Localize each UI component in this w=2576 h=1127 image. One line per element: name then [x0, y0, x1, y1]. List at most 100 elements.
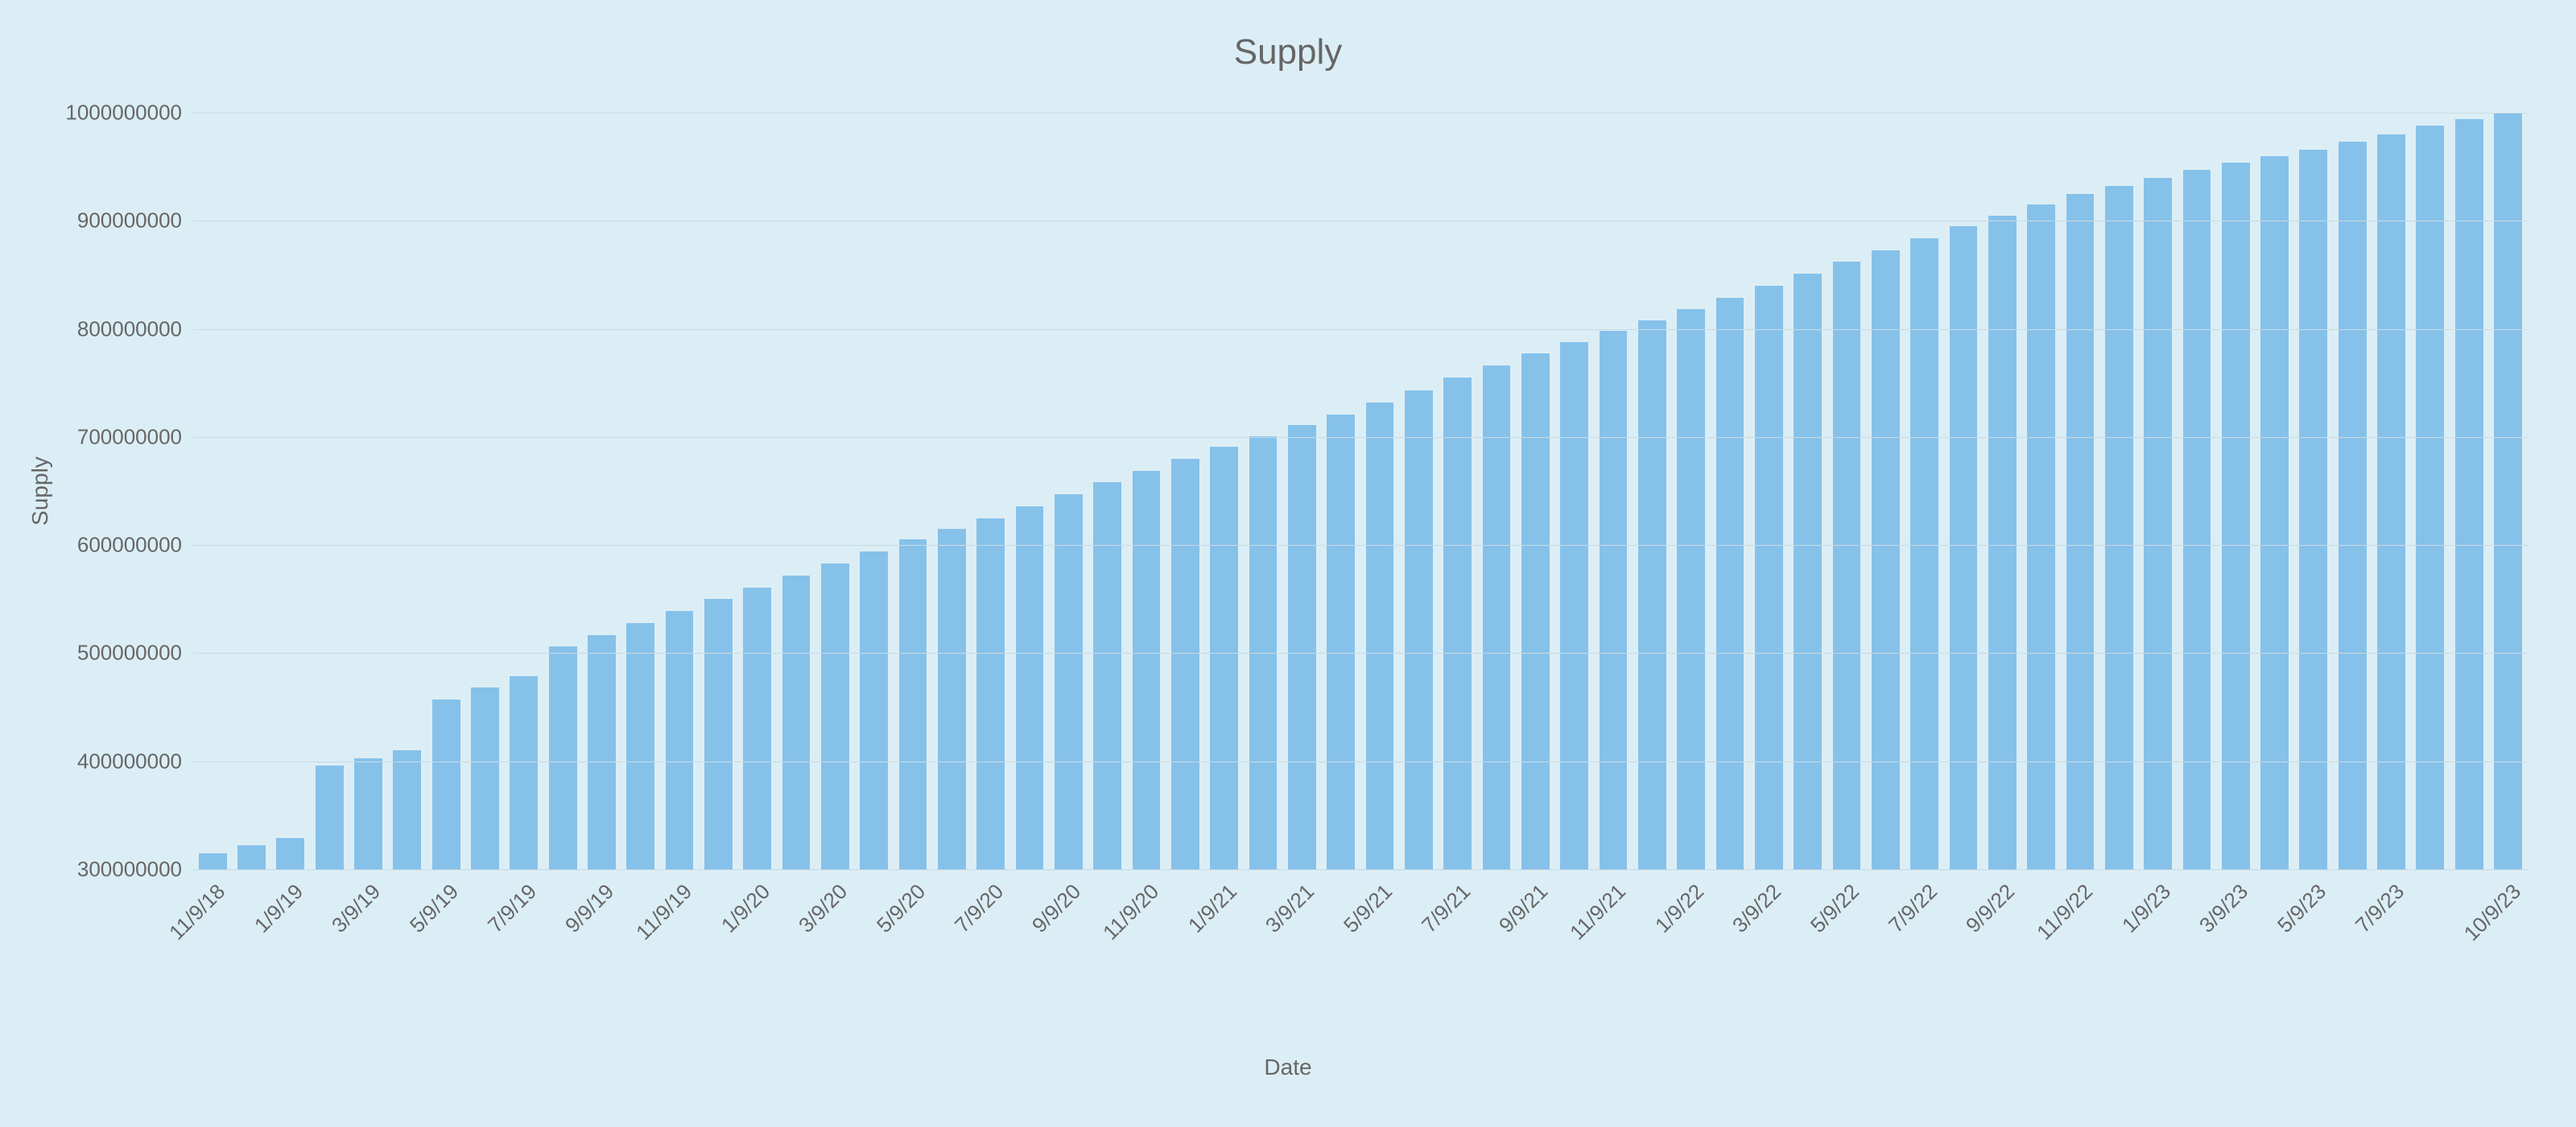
bar: [1288, 425, 1316, 869]
bar-slot: 4/9/23: [2255, 113, 2293, 869]
bar-slot: 4/9/22: [1788, 113, 1827, 869]
bar-slot: 8/9/21: [1477, 113, 1516, 869]
bar-slot: 5/9/19: [427, 113, 465, 869]
y-axis-label: Supply: [27, 456, 53, 526]
bar-slot: 8/9/23: [2411, 113, 2450, 869]
bar: [1327, 415, 1355, 869]
x-tick-label: 11/9/19: [631, 879, 697, 945]
x-tick-label: 7/9/23: [2350, 879, 2409, 938]
bar: [1560, 342, 1588, 869]
x-tick-label: 3/9/20: [794, 879, 852, 938]
bar: [432, 700, 460, 869]
x-tick-label: 3/9/21: [1261, 879, 1319, 938]
bar-slot: 3/9/21: [1282, 113, 1321, 869]
bar: [2260, 156, 2289, 869]
x-tick-label: 7/9/19: [483, 879, 542, 938]
x-tick-label: 3/9/19: [327, 879, 386, 938]
bar: [2416, 126, 2444, 869]
bar-slot: 4/9/19: [388, 113, 427, 869]
x-tick-label: 5/9/19: [405, 879, 464, 938]
bar-slot: 10/9/19: [621, 113, 660, 869]
bar-slot: 9/9/23: [2450, 113, 2488, 869]
chart-title: Supply: [0, 32, 2576, 72]
bar-slot: 10/9/23: [2488, 113, 2527, 869]
y-tick-label: 1000000000: [65, 101, 193, 126]
bar-slot: 8/9/20: [1010, 113, 1049, 869]
x-tick-label: 11/9/22: [2032, 879, 2098, 945]
gridline: [193, 437, 2528, 438]
bar: [704, 599, 733, 869]
bar-slot: 3/9/22: [1749, 113, 1788, 869]
x-tick-label: 9/9/21: [1494, 879, 1553, 938]
bar: [2222, 163, 2250, 869]
bar-slot: 12/9/20: [1166, 113, 1204, 869]
x-tick-label: 3/9/22: [1728, 879, 1786, 938]
bar: [743, 588, 771, 869]
bar: [1677, 309, 1705, 869]
bar-slot: 12/9/21: [1633, 113, 1671, 869]
bar: [354, 758, 382, 869]
bar-slot: 7/9/22: [1905, 113, 1943, 869]
bar-slot: 3/9/23: [2216, 113, 2255, 869]
bar-slot: 4/9/21: [1322, 113, 1360, 869]
bar: [976, 518, 1005, 869]
bar: [626, 623, 654, 869]
bar: [1055, 494, 1083, 869]
x-tick-label: 7/9/21: [1417, 879, 1476, 938]
bar: [1133, 471, 1161, 870]
bar: [588, 635, 616, 869]
bar-slot: 5/9/23: [2294, 113, 2333, 869]
bar-slot: 6/9/22: [1866, 113, 1905, 869]
x-axis-label: Date: [0, 1055, 2576, 1080]
supply-bar-chart: Supply Supply Date 11/9/1812/9/181/9/192…: [0, 0, 2576, 1127]
bar-slot: 9/9/19: [582, 113, 621, 869]
bar: [2144, 178, 2172, 869]
bar-slot: 2/9/23: [2178, 113, 2216, 869]
bar-slot: 10/9/20: [1088, 113, 1127, 869]
gridline: [193, 545, 2528, 546]
bar-slot: 11/9/21: [1594, 113, 1633, 869]
bar-slot: 2/9/19: [310, 113, 349, 869]
gridline: [193, 329, 2528, 330]
bar-slot: 6/9/23: [2333, 113, 2372, 869]
bar: [2494, 113, 2522, 869]
bar: [2105, 186, 2133, 869]
bar: [2339, 142, 2367, 869]
bar: [2027, 204, 2055, 869]
bar-slot: 1/9/23: [2138, 113, 2177, 869]
bar: [1405, 390, 1433, 869]
bar-slot: 10/9/21: [1554, 113, 1593, 869]
bar: [1716, 298, 1744, 869]
x-tick-label: 7/9/22: [1883, 879, 1942, 938]
bar: [471, 687, 499, 869]
bar: [1093, 482, 1121, 869]
x-tick-label: 1/9/21: [1183, 879, 1242, 938]
bars-group: 11/9/1812/9/181/9/192/9/193/9/194/9/195/…: [193, 113, 2528, 869]
bar-slot: 1/9/22: [1671, 113, 1710, 869]
bar-slot: 9/9/21: [1516, 113, 1554, 869]
y-tick-label: 300000000: [77, 857, 193, 882]
bar-slot: 9/9/20: [1049, 113, 1088, 869]
bar-slot: 5/9/22: [1827, 113, 1866, 869]
bar-slot: 6/9/21: [1399, 113, 1438, 869]
bar-slot: 8/9/19: [543, 113, 582, 869]
bar: [1950, 226, 1978, 869]
bar: [1988, 216, 2017, 869]
bar: [510, 676, 538, 869]
bar: [1600, 331, 1628, 869]
bar-slot: 11/9/18: [193, 113, 232, 869]
y-tick-label: 800000000: [77, 316, 193, 341]
bar-slot: 2/9/22: [1711, 113, 1749, 869]
bar: [2377, 134, 2405, 869]
bar-slot: 12/9/18: [232, 113, 270, 869]
bar: [2066, 194, 2095, 869]
bar: [860, 551, 888, 869]
x-tick-label: 1/9/23: [2116, 879, 2175, 938]
bar-slot: 1/9/20: [738, 113, 777, 869]
bar-slot: 2/9/20: [777, 113, 815, 869]
x-tick-label: 10/9/23: [2458, 879, 2525, 946]
bar: [1521, 353, 1550, 869]
bar-slot: 7/9/21: [1439, 113, 1477, 869]
bar-slot: 10/9/22: [2021, 113, 2060, 869]
bar-slot: 4/9/20: [855, 113, 894, 869]
